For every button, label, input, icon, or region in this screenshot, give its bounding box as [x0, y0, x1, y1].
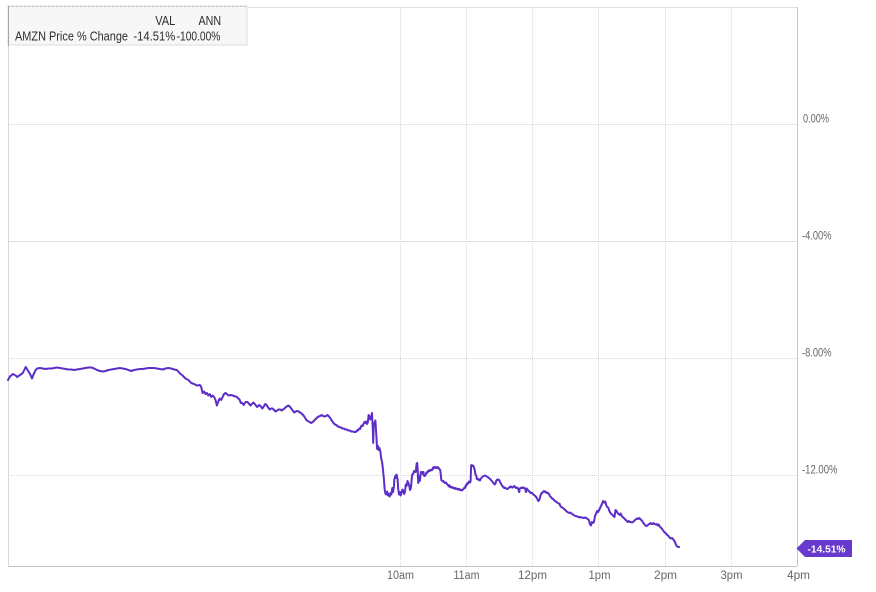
svg-text:AMZN Price % Change: AMZN Price % Change [15, 29, 128, 44]
svg-text:-100.00%: -100.00% [177, 29, 221, 44]
svg-text:-4.00%: -4.00% [802, 231, 832, 243]
svg-text:-8.00%: -8.00% [802, 348, 832, 360]
svg-text:0.00%: 0.00% [803, 114, 829, 126]
svg-text:12pm: 12pm [518, 570, 547, 582]
svg-text:VAL: VAL [155, 13, 175, 28]
svg-text:1pm: 1pm [589, 570, 611, 582]
svg-text:ANN: ANN [199, 13, 222, 28]
svg-text:11am: 11am [454, 570, 480, 582]
svg-text:10am: 10am [387, 570, 414, 582]
svg-text:2pm: 2pm [654, 570, 677, 582]
svg-text:3pm: 3pm [721, 570, 743, 582]
svg-text:4pm: 4pm [787, 570, 810, 582]
svg-text:-14.51%: -14.51% [808, 544, 847, 556]
svg-text:-12.00%: -12.00% [802, 465, 838, 477]
svg-text:-14.51%: -14.51% [133, 29, 175, 44]
